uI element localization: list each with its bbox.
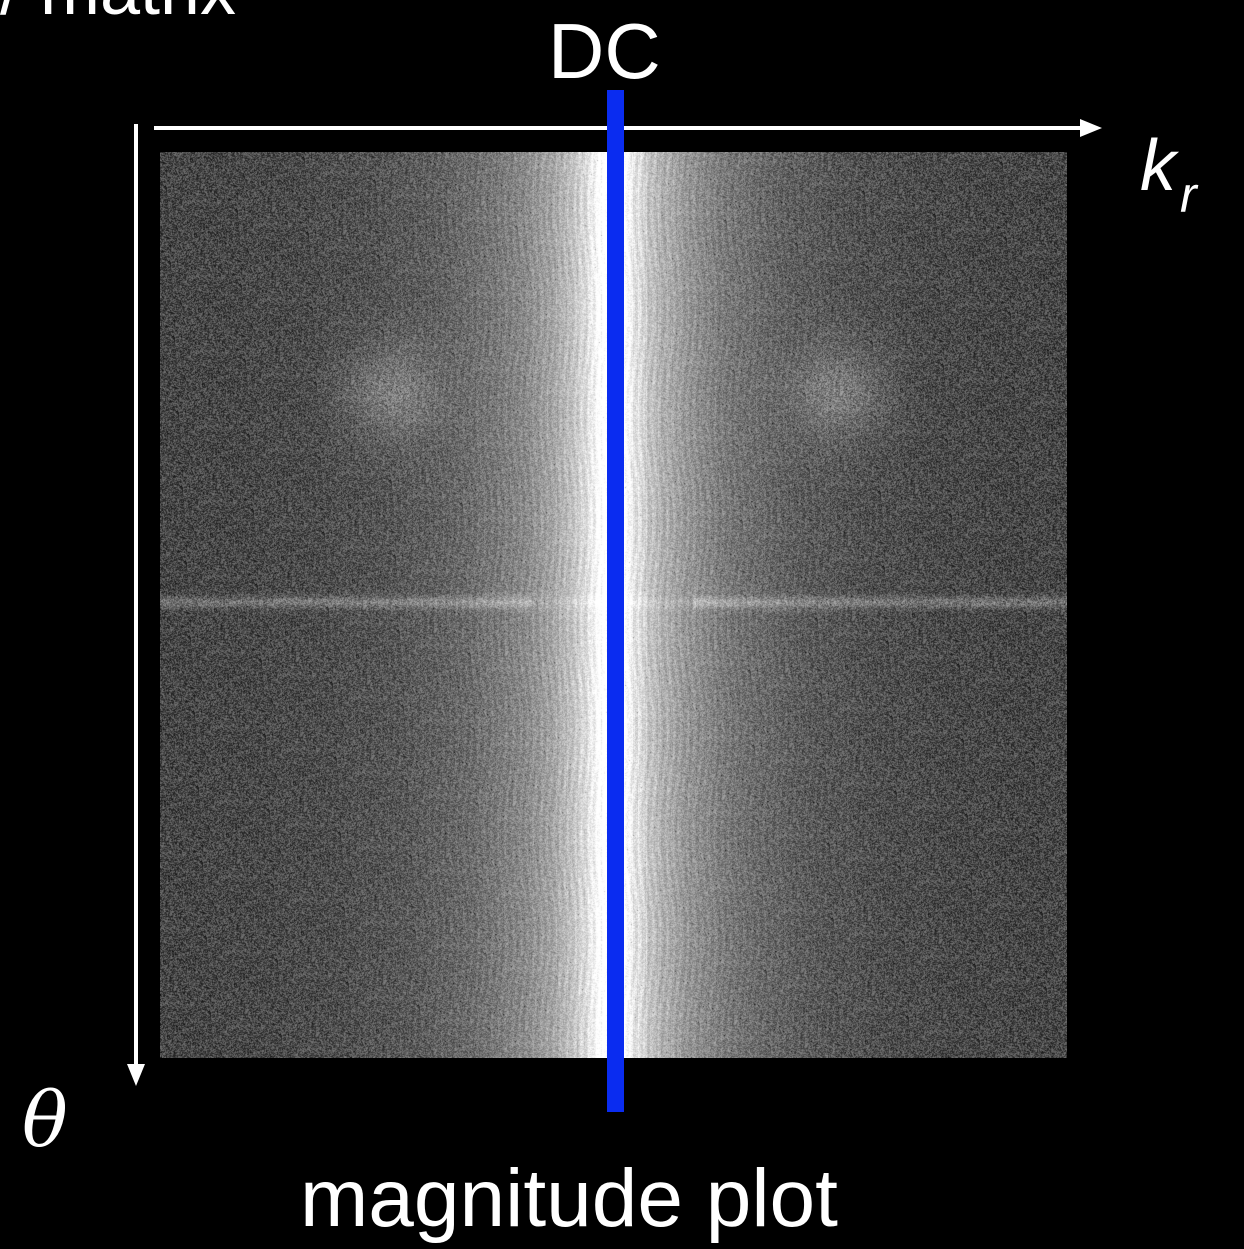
cropped-title-fragment: / matrix [0, 0, 236, 26]
magnitude-spectrum-image [160, 152, 1067, 1058]
kr-subscript: r [1180, 167, 1197, 223]
kr-symbol: k [1140, 126, 1176, 206]
dc-label: DC [548, 7, 661, 95]
theta-axis-label: θ [22, 1075, 68, 1164]
kr-axis-label: kr [1140, 130, 1197, 220]
caption: magnitude plot [300, 1153, 838, 1244]
theta-axis-arrow [127, 124, 145, 1086]
kr-axis-arrow [154, 119, 1102, 137]
